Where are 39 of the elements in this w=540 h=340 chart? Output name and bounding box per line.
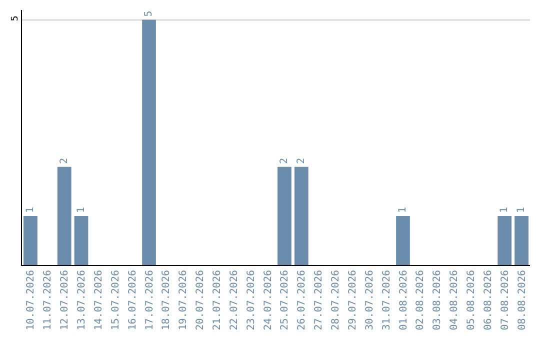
x-tick-label: 22.07.2026 (228, 270, 240, 330)
data-label: 2 (278, 158, 290, 164)
x-tick-label: 07.08.2026 (500, 270, 511, 330)
x-tick-label: 11.07.2026 (42, 270, 54, 330)
data-label: 1 (516, 206, 528, 213)
x-tick-label: 06.08.2026 (482, 270, 494, 330)
x-tick-label: 08.08.2026 (516, 270, 528, 330)
data-label: 1 (24, 206, 36, 213)
x-tick-label: 04.08.2026 (449, 270, 460, 330)
x-tick-label: 13.07.2026 (76, 270, 88, 330)
x-tick-label: 24.07.2026 (262, 270, 274, 330)
x-tick-label: 17.07.2026 (144, 270, 156, 330)
x-tick-label: 30.07.2026 (364, 270, 376, 330)
data-label: 1 (76, 206, 87, 213)
data-label: 2 (58, 158, 70, 164)
data-label: 5 (144, 10, 154, 17)
x-tick-label: 28.07.2026 (330, 270, 342, 330)
x-tick-label: 19.07.2026 (178, 270, 190, 330)
x-tick-label: 31.07.2026 (381, 270, 392, 330)
x-tick-label: 21.07.2026 (212, 270, 223, 330)
x-tick-label: 10.07.2026 (26, 270, 37, 330)
x-tick-label: 26.07.2026 (296, 270, 308, 330)
data-label: 2 (296, 158, 307, 164)
x-tick-label: 14.07.2026 (93, 270, 104, 330)
x-tick-label: 12.07.2026 (60, 270, 71, 330)
x-tick-label: 03.08.2026 (432, 270, 444, 330)
x-tick-label: 16.07.2026 (127, 270, 138, 330)
data-label: 1 (499, 206, 510, 213)
x-tick-label: 20.07.2026 (195, 270, 206, 330)
data-label: 1 (398, 206, 408, 213)
x-tick-label: 01.08.2026 (398, 270, 410, 330)
x-tick-label: 15.07.2026 (110, 270, 122, 330)
x-tick-label: 27.07.2026 (314, 270, 325, 330)
x-tick-label: 05.08.2026 (466, 270, 477, 330)
x-tick-label: 02.08.2026 (415, 270, 426, 330)
x-tick-label: 18.07.2026 (161, 270, 172, 330)
x-tick-label: 25.07.2026 (280, 270, 291, 330)
x-tick-label: 29.07.2026 (347, 270, 358, 330)
x-tick-label: 23.07.2026 (246, 270, 257, 330)
